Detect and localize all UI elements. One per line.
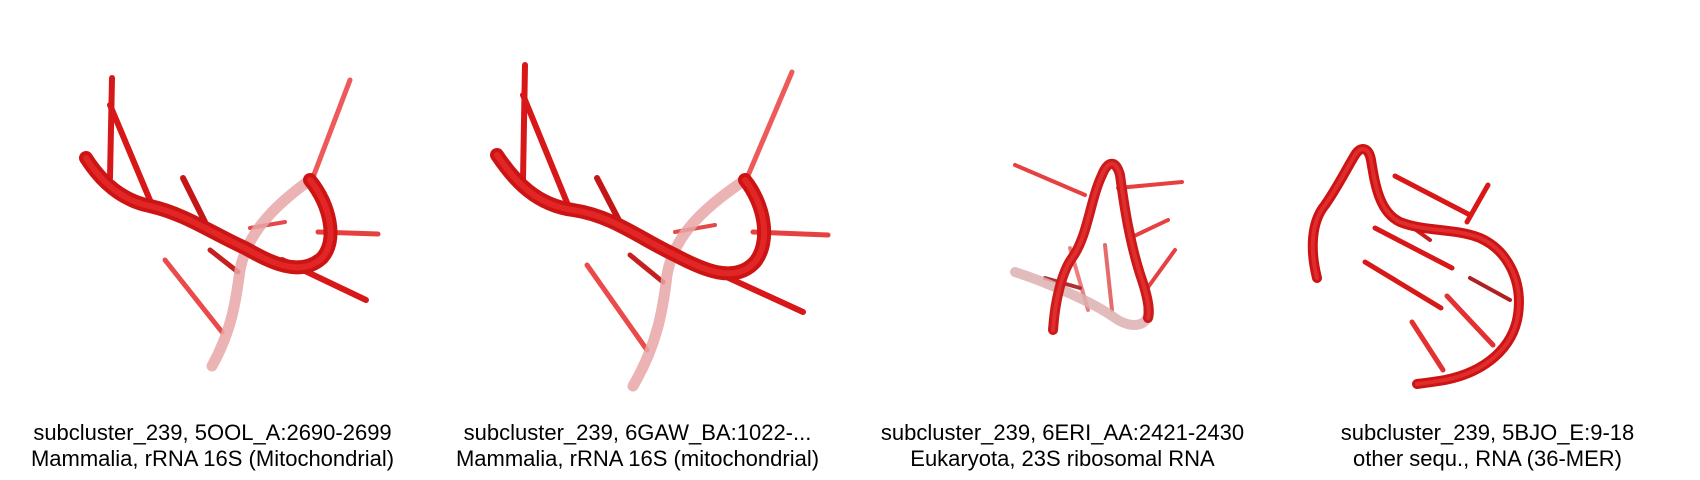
caption-line-description: other sequ., RNA (36-MER) [1353,446,1622,471]
structure-caption-1: subcluster_239, 5OOL_A:2690-2699 Mammali… [0,420,425,472]
rna-structure-image-4 [1307,144,1524,389]
structure-panel-4: subcluster_239, 5BJO_E:9-18 other sequ.,… [1275,0,1700,480]
rna-structure-image-1 [79,75,381,372]
structure-panel-3: subcluster_239, 6ERI_AA:2421-2430 Eukary… [850,0,1275,480]
structure-caption-4: subcluster_239, 5BJO_E:9-18 other sequ.,… [1275,420,1700,472]
structure-panel-2: subcluster_239, 6GAW_BA:1022-... Mammali… [425,0,850,480]
caption-line-identifier: subcluster_239, 6ERI_AA:2421-2430 [880,420,1245,445]
structure-panel-1: subcluster_239, 5OOL_A:2690-2699 Mammali… [0,0,425,480]
rna-structure-image-2 [490,62,831,392]
caption-line-description: Mammalia, rRNA 16S (mitochondrial) [455,446,820,471]
caption-line-identifier: subcluster_239, 6GAW_BA:1022-... [463,420,812,445]
caption-line-identifier: subcluster_239, 5OOL_A:2690-2699 [33,420,392,445]
caption-line-description: Eukaryota, 23S ribosomal RNA [910,446,1215,471]
structure-caption-2: subcluster_239, 6GAW_BA:1022-... Mammali… [425,420,850,472]
caption-line-identifier: subcluster_239, 5BJO_E:9-18 [1340,420,1635,445]
rna-structure-image-3 [1010,158,1184,335]
caption-line-description: Mammalia, rRNA 16S (Mitochondrial) [30,446,395,471]
structure-caption-3: subcluster_239, 6ERI_AA:2421-2430 Eukary… [850,420,1275,472]
